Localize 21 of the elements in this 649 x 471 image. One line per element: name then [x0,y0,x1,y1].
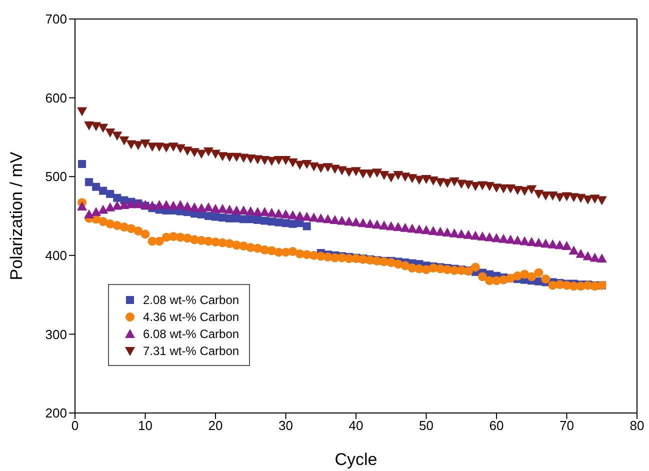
y-tick-label: 600 [45,90,67,106]
y-tick-label: 200 [45,406,67,421]
y-tick-label: 300 [45,326,67,342]
y-tick-label: 500 [45,169,67,184]
legend-label: 2.08 wt-% Carbon [143,292,240,306]
x-tick-label: 60 [489,418,504,434]
legend-label: 4.36 wt-% Carbon [143,310,240,324]
x-axis-title: Cycle [334,450,378,469]
y-axis-title: Polarization / mV [7,151,26,280]
y-tick-label: 400 [45,248,67,264]
legend-label: 6.08 wt-% Carbon [143,326,240,340]
x-tick-label: 30 [278,418,293,434]
x-tick-label: 10 [138,418,152,434]
x-tick-label: 70 [560,418,574,434]
x-tick-label: 50 [419,418,434,434]
x-tick-label: 0 [71,418,79,434]
x-tick-label: 40 [348,418,364,434]
y-tick-label: 700 [45,12,67,27]
x-tick-label: 20 [208,418,223,434]
legend-label: 7.31 wt-% Carbon [143,344,240,358]
x-tick-label: 80 [630,418,644,434]
